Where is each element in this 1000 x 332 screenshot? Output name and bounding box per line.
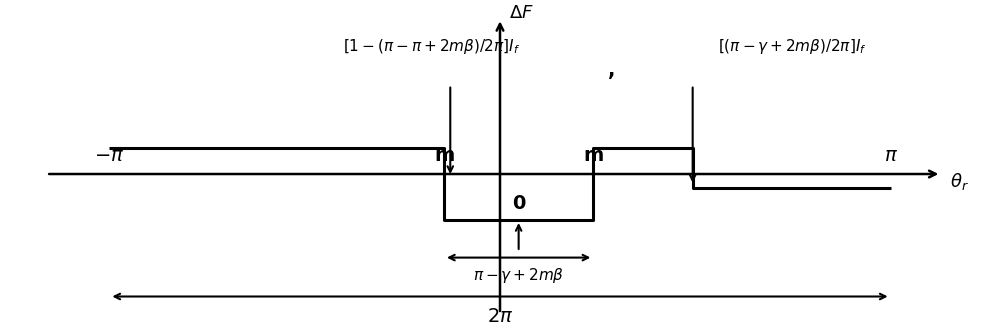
Text: $-\pi$: $-\pi$ [94,146,125,165]
Text: $\left[(\pi-\gamma+2m\beta)/2\pi\right]I_f$: $\left[(\pi-\gamma+2m\beta)/2\pi\right]I… [718,37,866,56]
Text: m: m [583,146,603,165]
Text: $2\pi$: $2\pi$ [487,306,513,326]
Text: $\pi$: $\pi$ [884,146,898,165]
Text: $\theta_r$: $\theta_r$ [950,171,969,192]
Text: m: m [434,146,454,165]
Text: $\left[1-(\pi-\pi+2m\beta)/2\pi\right]I_f$: $\left[1-(\pi-\pi+2m\beta)/2\pi\right]I_… [343,37,520,56]
Text: $\pi-\gamma+2m\beta$: $\pi-\gamma+2m\beta$ [473,266,564,285]
Text: ,: , [608,61,616,80]
Text: $\Delta F$: $\Delta F$ [509,4,534,22]
Text: 0: 0 [512,194,526,213]
